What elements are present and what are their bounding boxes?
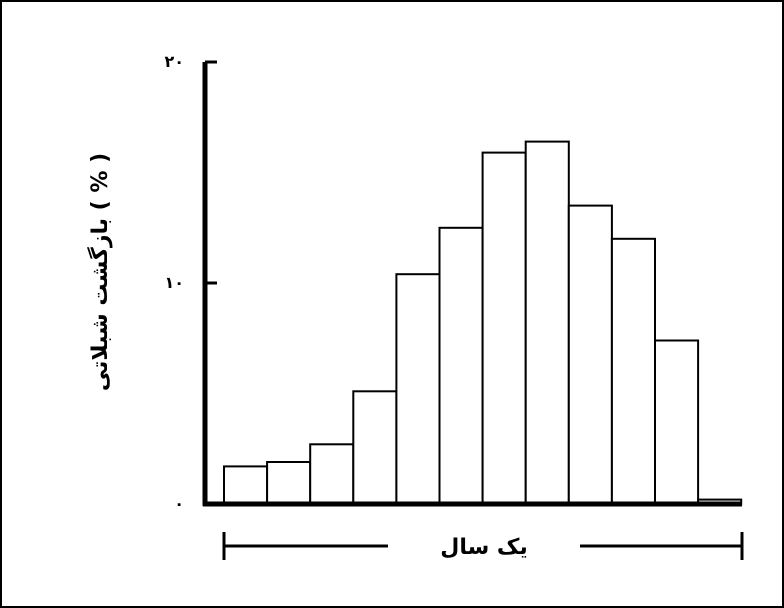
x-axis-title: یک سال — [440, 535, 527, 560]
bar-3 — [309, 443, 355, 505]
y-tick-label-1: ۱۰ — [164, 273, 184, 292]
x-span-bracket — [222, 532, 744, 560]
bar-8 — [524, 140, 570, 505]
bar-6 — [438, 226, 484, 506]
bar-7 — [481, 151, 527, 505]
y-axis-title: بازگشت شبلاتی ( % ) — [86, 153, 113, 391]
bar-10 — [610, 237, 657, 506]
bar-4 — [352, 390, 398, 505]
bars-group — [223, 140, 743, 506]
bar-1 — [223, 465, 269, 505]
y-tick-label-2: ۲۰ — [164, 52, 184, 71]
bar-11 — [654, 339, 700, 505]
bar-9 — [567, 204, 613, 505]
bar-5 — [395, 273, 441, 506]
y-tick-label-0: ۰ — [174, 494, 184, 513]
bar-2 — [266, 461, 312, 505]
y-ticks-group: ۰ ۱۰ ۲۰ — [164, 52, 217, 513]
